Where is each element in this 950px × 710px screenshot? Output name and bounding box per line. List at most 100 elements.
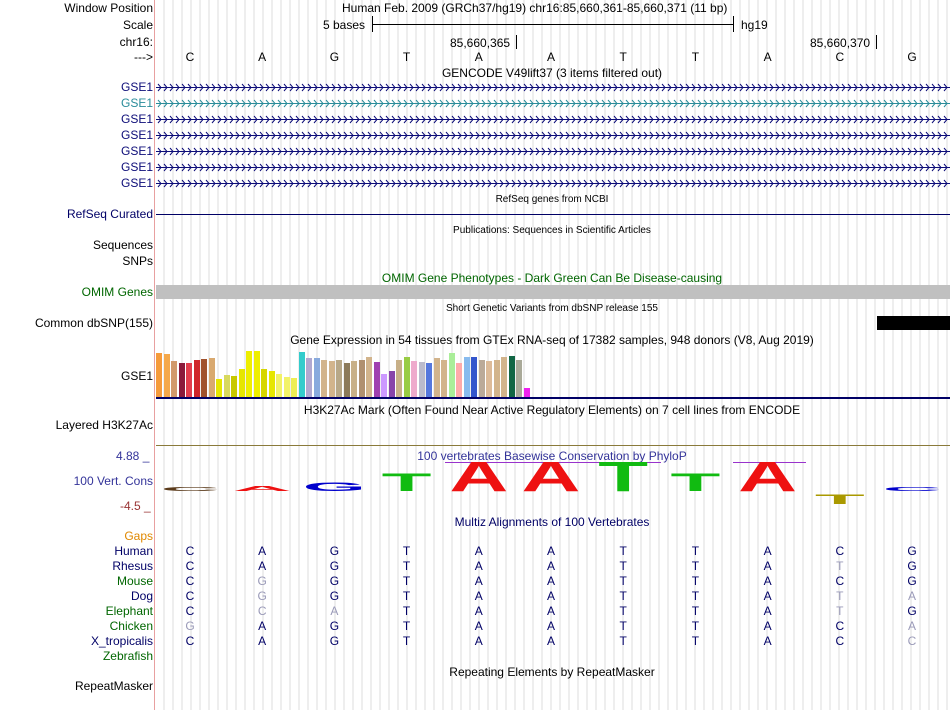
gtex-tissue-bar[interactable] [373,362,380,397]
sequences-track-label[interactable]: Sequences [92,238,153,252]
gtex-tissue-bar[interactable] [291,377,297,397]
base-letter: T [619,50,627,64]
gencode-transcript-label[interactable]: GSE1 [120,144,153,158]
gtex-tissue-bar[interactable] [381,374,387,397]
gtex-tissue-bar[interactable] [276,374,282,397]
gtex-tissue-bar[interactable] [351,361,357,397]
gtex-tissue-bar[interactable] [231,375,237,397]
gtex-tissue-bar[interactable] [523,387,530,397]
gtex-tissue-bar[interactable] [418,362,425,397]
gtex-tissue-bar[interactable] [298,351,305,397]
multiz-base: C [835,634,845,648]
multiz-base: C [185,634,195,648]
gtex-tissue-bar[interactable] [283,376,290,397]
gtex-tissue-bar[interactable] [456,362,462,397]
gtex-tissue-bar[interactable] [426,362,432,397]
phylop-sequence-logo[interactable]: C A G T A A T T A TC [155,462,950,510]
refseq-track-label[interactable]: RefSeq Curated [66,207,153,221]
dbsnp-variant-bar[interactable] [877,316,950,330]
gtex-tissue-bar[interactable] [223,374,230,397]
gtex-tissue-bar[interactable] [463,356,470,397]
gtex-tissue-bar[interactable] [516,360,522,397]
h3k27ac-track-label[interactable]: Layered H3K27Ac [55,418,153,432]
phylop-track-label[interactable]: 100 Vert. Cons [73,474,153,488]
multiz-base: A [763,589,772,603]
repeatmasker-track-label[interactable]: RepeatMasker [74,679,153,693]
gtex-tissue-bar[interactable] [501,357,507,397]
gtex-tissue-bar[interactable] [321,360,327,397]
gtex-tissue-bar[interactable] [328,361,335,397]
gtex-tissue-bar[interactable] [253,351,260,397]
gtex-tissue-bar[interactable] [493,360,500,397]
gencode-transcript-label[interactable]: GSE1 [120,128,153,142]
gencode-transcript-line[interactable] [156,167,950,168]
gtex-tissue-bar[interactable] [171,361,177,397]
gtex-tissue-bar[interactable] [358,360,365,397]
gtex-tissue-bar[interactable] [336,360,342,397]
multiz-base: T [836,604,844,618]
gencode-transcript-line[interactable] [156,183,950,184]
gtex-tissue-bar[interactable] [163,354,170,397]
snps-track-label[interactable]: SNPs [122,254,153,268]
multiz-species-label[interactable]: Rhesus [112,559,153,573]
gencode-transcript-label[interactable]: GSE1 [120,96,153,110]
gtex-tissue-bar[interactable] [268,371,275,397]
gtex-tissue-bar[interactable] [178,362,185,397]
multiz-species-label[interactable]: Elephant [105,604,153,618]
multiz-species-label[interactable]: Mouse [116,574,153,588]
multiz-species-label[interactable]: Chicken [109,619,153,633]
gencode-transcript-line[interactable] [156,87,950,88]
gtex-tissue-bar[interactable] [246,351,252,397]
gtex-tissue-bar[interactable] [306,358,312,397]
multiz-species-label[interactable]: Zebrafish [102,649,153,663]
gencode-transcript-label[interactable]: GSE1 [120,160,153,174]
gtex-tissue-bar[interactable] [193,360,200,397]
gtex-tissue-bar[interactable] [471,357,477,397]
multiz-species-label[interactable]: Dog [130,589,153,603]
gencode-transcript-line[interactable] [156,103,950,104]
gtex-tissue-bar[interactable] [388,371,395,397]
gtex-tissue-bar[interactable] [343,362,350,397]
multiz-base: A [474,589,483,603]
omim-track-label[interactable]: OMIM Genes [81,285,153,299]
gtex-tissue-bar[interactable] [216,378,222,397]
omim-gene-bar[interactable] [156,285,950,299]
refseq-gene-line[interactable] [156,214,950,215]
gencode-transcript-line[interactable] [156,151,950,152]
gtex-track-label[interactable]: GSE1 [120,369,153,383]
gencode-transcript-label[interactable]: GSE1 [120,176,153,190]
gtex-tissue-bar[interactable] [433,358,440,397]
multiz-base: T [402,619,411,633]
gtex-tissue-bar[interactable] [238,369,245,397]
gencode-transcript-label[interactable]: GSE1 [120,80,153,94]
gtex-tissue-bar[interactable] [448,352,455,397]
gtex-tissue-bar[interactable] [508,355,515,397]
gtex-tissue-bar[interactable] [261,369,267,397]
chrom-tick-1 [516,35,517,49]
gtex-tissue-bar[interactable] [478,360,485,397]
multiz-species-label[interactable]: Human [114,544,153,558]
gtex-tissue-bar[interactable] [441,360,447,397]
gtex-tissue-bar[interactable] [396,360,402,397]
multiz-base: T [691,589,700,603]
dbsnp-track-label[interactable]: Common dbSNP(155) [34,316,153,330]
gtex-tissue-bar[interactable] [486,361,492,397]
gtex-tissue-bar[interactable] [313,358,320,397]
gtex-tissue-bar[interactable] [201,359,207,397]
gencode-transcript-line[interactable] [156,135,950,136]
gtex-tissue-bar[interactable] [366,357,372,397]
gtex-tissue-bar[interactable] [156,352,162,397]
gtex-tissue-bar[interactable] [411,361,417,397]
gtex-tissue-bar[interactable] [403,357,410,397]
multiz-base: G [329,544,340,558]
multiz-species-label[interactable]: X_tropicalis [90,634,153,648]
base-letter: T [691,50,700,64]
gencode-transcript-line[interactable] [156,119,950,120]
gtex-tissue-bar[interactable] [208,358,215,397]
multiz-base: A [474,574,483,588]
gtex-expression-bars[interactable] [156,349,536,397]
gencode-transcript-label[interactable]: GSE1 [120,112,153,126]
multiz-gaps-label[interactable]: Gaps [124,529,153,543]
gtex-tissue-bar[interactable] [186,363,192,397]
